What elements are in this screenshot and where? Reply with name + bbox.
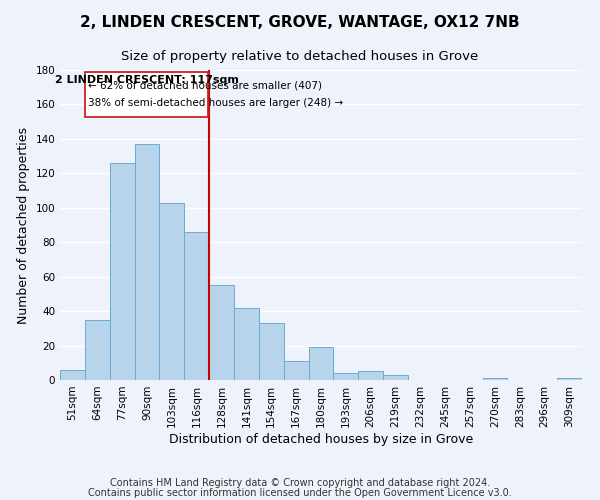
Bar xyxy=(383,375,408,380)
Bar xyxy=(110,163,134,380)
Bar xyxy=(284,361,308,380)
Bar xyxy=(482,378,508,380)
Bar xyxy=(85,320,110,380)
Bar xyxy=(334,373,358,380)
Bar xyxy=(259,323,284,380)
Text: 38% of semi-detached houses are larger (248) →: 38% of semi-detached houses are larger (… xyxy=(88,98,343,108)
Bar xyxy=(557,378,582,380)
Text: Contains public sector information licensed under the Open Government Licence v3: Contains public sector information licen… xyxy=(88,488,512,498)
Text: 2 LINDEN CRESCENT: 117sqm: 2 LINDEN CRESCENT: 117sqm xyxy=(55,75,239,85)
Bar xyxy=(209,286,234,380)
X-axis label: Distribution of detached houses by size in Grove: Distribution of detached houses by size … xyxy=(169,432,473,446)
Bar xyxy=(358,372,383,380)
Text: ← 62% of detached houses are smaller (407): ← 62% of detached houses are smaller (40… xyxy=(88,80,322,90)
Bar xyxy=(308,348,334,380)
Bar xyxy=(85,72,208,117)
Bar xyxy=(134,144,160,380)
Text: Contains HM Land Registry data © Crown copyright and database right 2024.: Contains HM Land Registry data © Crown c… xyxy=(110,478,490,488)
Text: Size of property relative to detached houses in Grove: Size of property relative to detached ho… xyxy=(121,50,479,63)
Bar xyxy=(160,202,184,380)
Bar xyxy=(184,232,209,380)
Bar xyxy=(60,370,85,380)
Y-axis label: Number of detached properties: Number of detached properties xyxy=(17,126,30,324)
Bar xyxy=(234,308,259,380)
Text: 2, LINDEN CRESCENT, GROVE, WANTAGE, OX12 7NB: 2, LINDEN CRESCENT, GROVE, WANTAGE, OX12… xyxy=(80,15,520,30)
